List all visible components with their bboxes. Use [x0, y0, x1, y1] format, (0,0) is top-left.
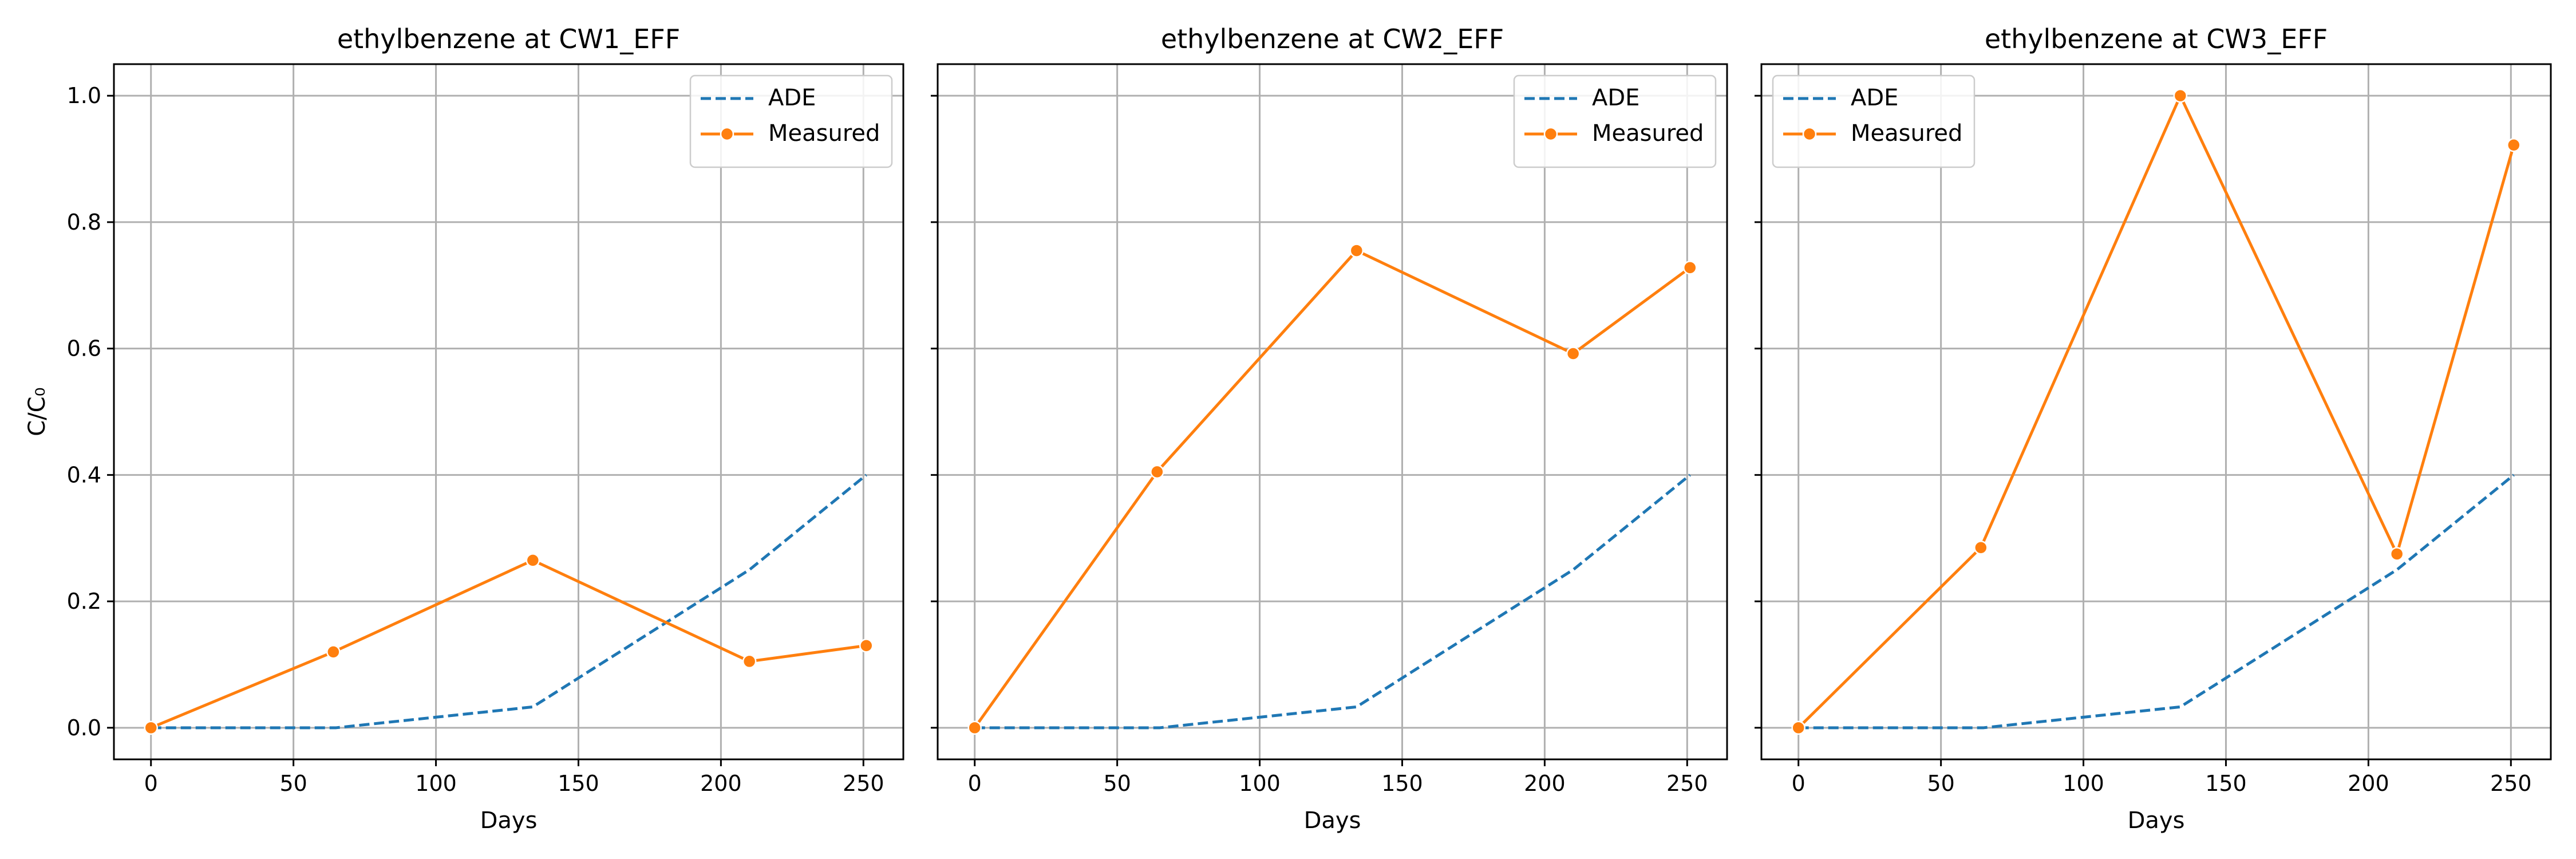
series-line-ade	[974, 474, 1691, 730]
legend-marker	[720, 127, 734, 141]
x-tick-label: 150	[1381, 771, 1423, 796]
x-tick-label: 0	[968, 771, 982, 796]
chart-title: ethylbenzene at CW3_EFF	[1985, 23, 2328, 54]
y-tick-label: 0.6	[67, 336, 101, 361]
x-axis-label: Days	[1304, 807, 1361, 834]
plot-frame	[1760, 63, 2552, 761]
panel-1: 0 50 100 150 200 250 0.0 0.2 0.4 0.6 0.8 1.0 ethylbe…	[24, 23, 904, 834]
x-tick-label: 100	[1239, 771, 1281, 796]
x-tick-label: 250	[843, 771, 884, 796]
data-point	[742, 654, 757, 669]
x-tick-label: 150	[2205, 771, 2247, 796]
x-tick-label: 0	[1792, 771, 1805, 796]
data-point	[326, 645, 341, 659]
legend: ADE Measured	[1772, 74, 1976, 168]
y-tick-label: 0.0	[67, 715, 101, 740]
series-line-measured	[1797, 94, 2515, 729]
legend-label-ade: ADE	[1592, 85, 1639, 111]
legend-marker	[1802, 127, 1817, 141]
legend-label-ade: ADE	[1851, 85, 1898, 111]
data-point	[1349, 243, 1364, 258]
x-axis-label: Days	[480, 807, 538, 834]
plot-frame	[113, 63, 904, 761]
x-tick-label: 50	[1927, 771, 1954, 796]
data-point	[967, 720, 982, 735]
data-point	[2389, 547, 2404, 561]
x-axis-label: Days	[2128, 807, 2185, 834]
legend-label-ade: ADE	[768, 85, 816, 111]
x-tick-label: 100	[2063, 771, 2104, 796]
legend-label-measured: Measured	[1592, 120, 1704, 147]
legend: ADE Measured	[1513, 74, 1717, 168]
y-tick-label: 0.8	[67, 210, 101, 235]
data-point	[1974, 541, 1988, 555]
chart-title: ethylbenzene at CW1_EFF	[337, 23, 680, 54]
legend-marker	[1543, 127, 1558, 141]
x-tick-label: 250	[2490, 771, 2532, 796]
x-tick-label: 200	[2348, 771, 2389, 796]
y-tick-label: 1.0	[67, 83, 101, 108]
data-point	[2173, 88, 2188, 103]
y-tick-label: 0.2	[67, 589, 101, 614]
x-tick-label: 150	[558, 771, 599, 796]
legend: ADE Measured	[689, 74, 893, 168]
data-point	[2507, 138, 2521, 152]
series-line-ade	[151, 474, 867, 730]
panel-2: 0 50 100 150 200 250 ethylbenzene at CW2_EFF Da…	[931, 23, 1728, 834]
x-tick-label: 50	[1103, 771, 1131, 796]
x-tick-label: 50	[279, 771, 307, 796]
data-point	[1791, 720, 1805, 735]
data-point	[1683, 261, 1697, 275]
panel-3: 0 50 100 150 200 250 ethylbenzene at CW3_EFF Da…	[1755, 23, 2552, 834]
data-point	[526, 553, 540, 568]
data-point	[144, 720, 158, 735]
series-line-measured	[150, 558, 867, 730]
data-point	[1566, 346, 1581, 361]
y-axis-label: C/C₀	[24, 387, 50, 436]
x-tick-label: 250	[1666, 771, 1708, 796]
y-tick-label: 0.4	[67, 462, 101, 487]
data-point	[1150, 464, 1164, 479]
x-tick-label: 200	[1524, 771, 1566, 796]
legend-label-measured: Measured	[1851, 120, 1962, 147]
x-tick-label: 0	[144, 771, 158, 796]
x-tick-label: 100	[415, 771, 457, 796]
plot-frame	[937, 63, 1728, 761]
x-tick-label: 200	[700, 771, 742, 796]
chart-title: ethylbenzene at CW2_EFF	[1161, 23, 1504, 54]
series-line-ade	[1798, 474, 2515, 730]
series-line-measured	[973, 249, 1691, 729]
legend-label-measured: Measured	[768, 120, 880, 147]
data-point	[859, 639, 874, 653]
